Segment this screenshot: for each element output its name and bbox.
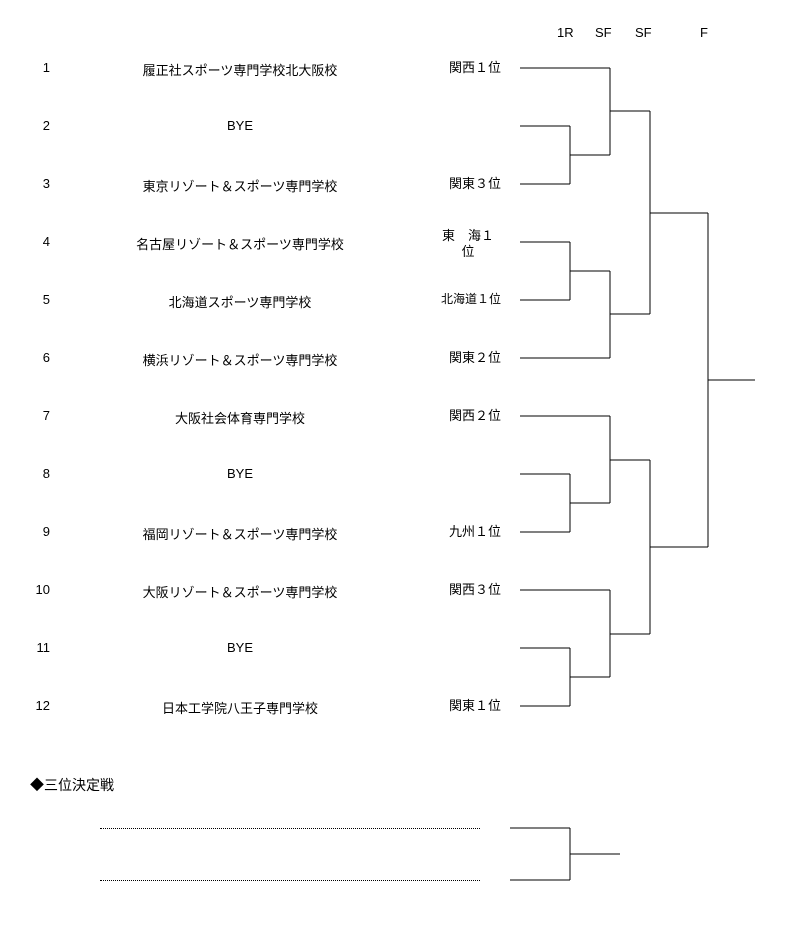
seed-num: 5 — [30, 292, 50, 307]
team-region: 関西２位 — [440, 408, 510, 424]
team-name: 日本工学院八王子専門学校 — [110, 698, 370, 717]
team-name: 福岡リゾート＆スポーツ専門学校 — [110, 524, 370, 543]
round-header-1r: 1R — [557, 25, 574, 40]
third-place-slot-1 — [100, 828, 480, 829]
team-name: 東京リゾート＆スポーツ専門学校 — [110, 176, 370, 195]
seed-num: 3 — [30, 176, 50, 191]
team-region: 関東２位 — [440, 350, 510, 366]
third-place-label: ◆三位決定戦 — [30, 775, 114, 795]
team-region: 関西３位 — [440, 582, 510, 598]
seed-num: 12 — [30, 698, 50, 713]
round-header-sf2: SF — [635, 25, 652, 40]
team-name: 横浜リゾート＆スポーツ専門学校 — [110, 350, 370, 369]
team-name: 名古屋リゾート＆スポーツ専門学校 — [110, 234, 370, 253]
team-region: 関東１位 — [440, 698, 510, 714]
seed-num: 6 — [30, 350, 50, 365]
seed-num: 10 — [30, 582, 50, 597]
round-header-sf1: SF — [595, 25, 612, 40]
seed-num: 2 — [30, 118, 50, 133]
third-place-slot-2 — [100, 880, 480, 881]
seed-num: 8 — [30, 466, 50, 481]
team-name: 北海道スポーツ専門学校 — [110, 292, 370, 311]
seed-num: 1 — [30, 60, 50, 75]
seed-num: 7 — [30, 408, 50, 423]
team-region: 九州１位 — [440, 524, 510, 540]
team-name: BYE — [110, 466, 370, 481]
round-header-f: F — [700, 25, 708, 40]
team-region: 北海道１位 — [436, 292, 506, 306]
team-name: 履正社スポーツ専門学校北大阪校 — [110, 60, 370, 79]
team-name: BYE — [110, 118, 370, 133]
team-name: 大阪社会体育専門学校 — [110, 408, 370, 427]
seed-num: 11 — [30, 640, 50, 655]
seed-num: 4 — [30, 234, 50, 249]
team-region: 関東３位 — [440, 176, 510, 192]
seed-num: 9 — [30, 524, 50, 539]
team-name: BYE — [110, 640, 370, 655]
team-region: 東 海１位 — [440, 228, 496, 259]
team-name: 大阪リゾート＆スポーツ専門学校 — [110, 582, 370, 601]
team-region: 関西１位 — [440, 60, 510, 76]
